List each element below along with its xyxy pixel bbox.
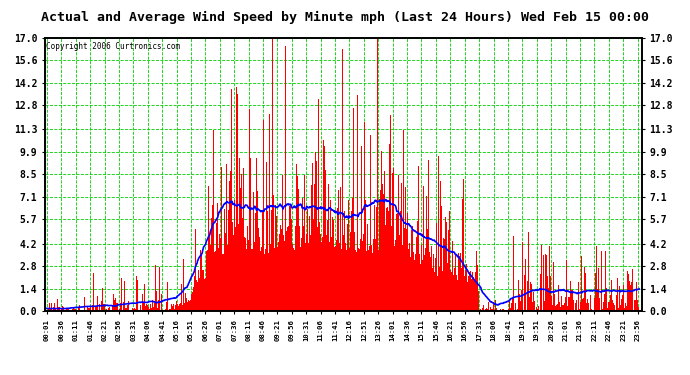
Text: Copyright 2006 Curtronics.com: Copyright 2006 Curtronics.com (46, 42, 180, 51)
Text: Actual and Average Wind Speed by Minute mph (Last 24 Hours) Wed Feb 15 00:00: Actual and Average Wind Speed by Minute … (41, 11, 649, 24)
